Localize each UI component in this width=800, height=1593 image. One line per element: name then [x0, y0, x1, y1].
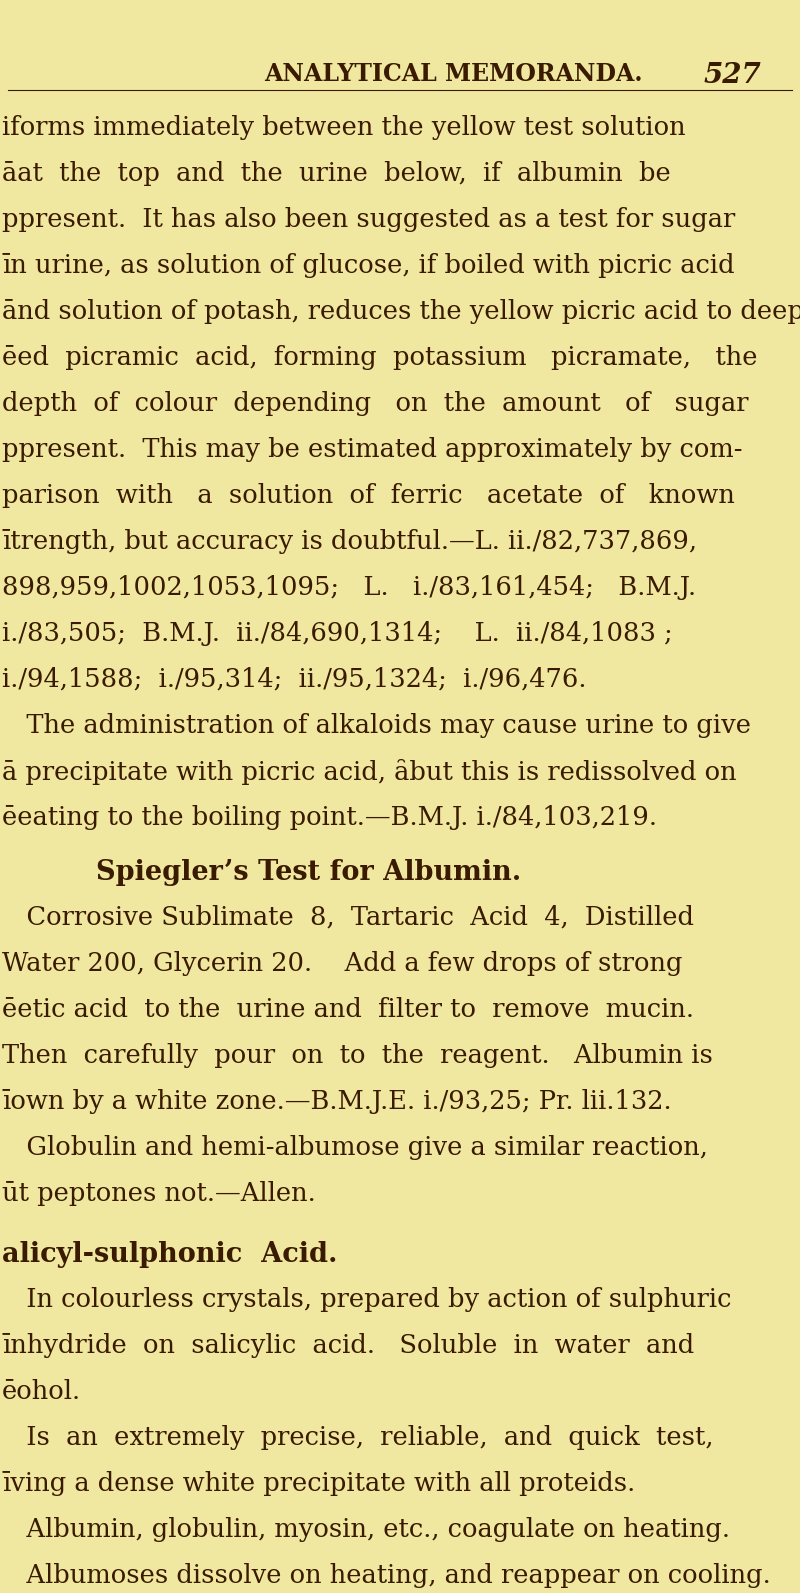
Text: Corrosive Sublimate  8,  Tartaric  Acid  4,  Distilled: Corrosive Sublimate 8, Tartaric Acid 4, … — [2, 905, 694, 930]
Text: ēetic acid  to the  urine and  filter to  remove  mucin.: ēetic acid to the urine and filter to re… — [2, 997, 694, 1023]
Text: Albumoses dissolve on heating, and reappear on cooling.: Albumoses dissolve on heating, and reapp… — [2, 1563, 770, 1588]
Text: Spiegler’s Test for Albumin.: Spiegler’s Test for Albumin. — [96, 859, 522, 886]
Text: ppresent.  This may be estimated approximately by com-: ppresent. This may be estimated approxim… — [2, 436, 742, 462]
Text: ūt peptones not.—Allen.: ūt peptones not.—Allen. — [2, 1180, 316, 1206]
Text: īn urine, as solution of glucose, if boiled with picric acid: īn urine, as solution of glucose, if boi… — [2, 253, 734, 279]
Text: āat  the  top  and  the  urine  below,  if  albumin  be: āat the top and the urine below, if albu… — [2, 161, 670, 186]
Text: ppresent.  It has also been suggested as a test for sugar: ppresent. It has also been suggested as … — [2, 207, 735, 233]
Text: Albumin, globulin, myosin, etc., coagulate on heating.: Albumin, globulin, myosin, etc., coagula… — [2, 1517, 730, 1542]
Text: ēed  picramic  acid,  forming  potassium   picramate,   the: ēed picramic acid, forming potassium pic… — [2, 346, 758, 370]
Text: īving a dense white precipitate with all proteids.: īving a dense white precipitate with all… — [2, 1470, 635, 1496]
Text: iforms immediately between the yellow test solution: iforms immediately between the yellow te… — [2, 115, 686, 140]
Text: ANALYTICAL MEMORANDA.: ANALYTICAL MEMORANDA. — [264, 62, 642, 86]
Text: parison  with   a  solution  of  ferric   acetate  of   known: parison with a solution of ferric acetat… — [2, 483, 735, 508]
Text: īnhydride  on  salicylic  acid.   Soluble  in  water  and: īnhydride on salicylic acid. Soluble in … — [2, 1333, 694, 1357]
Text: The administration of alkaloids may cause urine to give: The administration of alkaloids may caus… — [2, 714, 751, 738]
Text: ītrength, but accuracy is doubtful.—L. ii./82,737,869,: ītrength, but accuracy is doubtful.—L. i… — [2, 529, 697, 554]
Text: īown by a white zone.—B.M.J.E. i./93,25; Pr. lii.132.: īown by a white zone.—B.M.J.E. i./93,25;… — [2, 1090, 672, 1114]
Text: ānd solution of potash, reduces the yellow picric acid to deep: ānd solution of potash, reduces the yell… — [2, 299, 800, 323]
Text: ēeating to the boiling point.—B.M.J. i./84,103,219.: ēeating to the boiling point.—B.M.J. i./… — [2, 804, 657, 830]
Text: 898,959,1002,1053,1095;   L.   i./83,161,454;   B.M.J.: 898,959,1002,1053,1095; L. i./83,161,454… — [2, 575, 696, 601]
Text: alicyl-sulphonic  Acid.: alicyl-sulphonic Acid. — [2, 1241, 338, 1268]
Text: Is  an  extremely  precise,  reliable,  and  quick  test,: Is an extremely precise, reliable, and q… — [2, 1426, 714, 1450]
Text: 527: 527 — [704, 62, 762, 89]
Text: Then  carefully  pour  on  to  the  reagent.   Albumin is: Then carefully pour on to the reagent. A… — [2, 1043, 713, 1067]
Text: ā precipitate with picric acid, ȃbut this is redissolved on: ā precipitate with picric acid, ȃbut thi… — [2, 758, 737, 785]
Text: Water 200, Glycerin 20.    Add a few drops of strong: Water 200, Glycerin 20. Add a few drops … — [2, 951, 682, 977]
Text: i./83,505;  B.M.J.  ii./84,690,1314;    L.  ii./84,1083 ;: i./83,505; B.M.J. ii./84,690,1314; L. ii… — [2, 621, 673, 647]
Text: depth  of  colour  depending   on  the  amount   of   sugar: depth of colour depending on the amount … — [2, 390, 749, 416]
Text: i./94,1588;  i./95,314;  ii./95,1324;  i./96,476.: i./94,1588; i./95,314; ii./95,1324; i./9… — [2, 667, 586, 691]
Text: In colourless crystals, prepared by action of sulphuric: In colourless crystals, prepared by acti… — [2, 1287, 731, 1313]
Text: ēohol.: ēohol. — [2, 1380, 81, 1403]
Text: Globulin and hemi-albumose give a similar reaction,: Globulin and hemi-albumose give a simila… — [2, 1134, 708, 1160]
